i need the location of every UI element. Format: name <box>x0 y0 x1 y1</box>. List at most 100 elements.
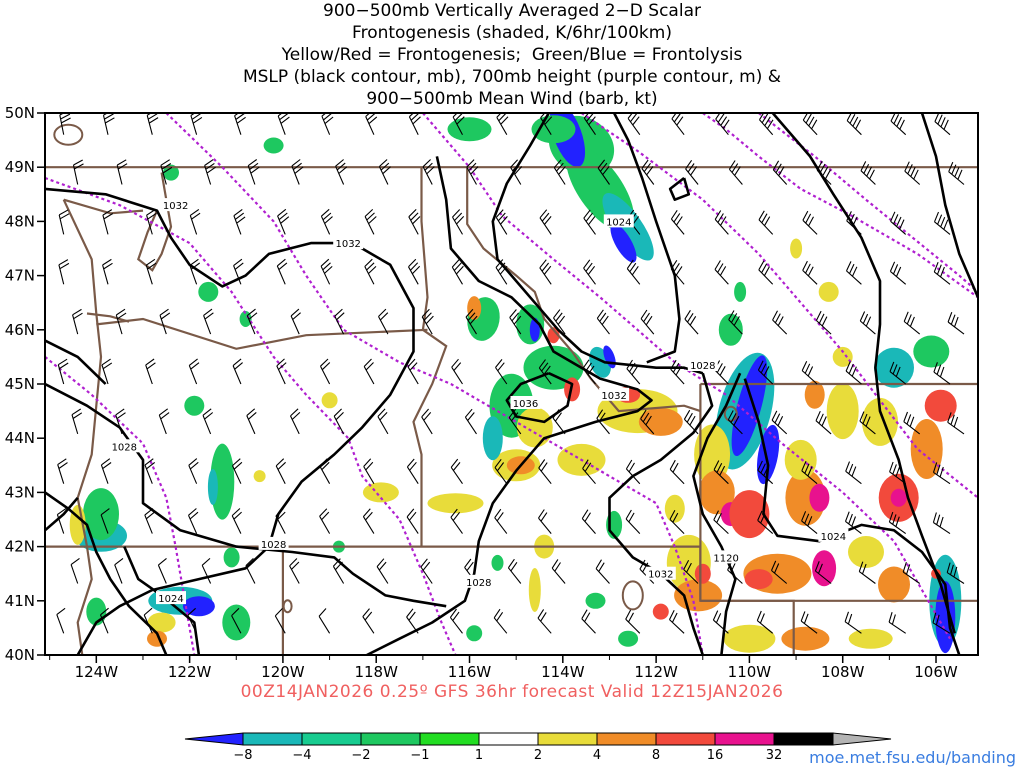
contour-label-bg <box>818 528 849 542</box>
wind-barb <box>770 560 788 584</box>
contour-label: 1120 <box>713 553 738 564</box>
wind-barb <box>728 310 743 335</box>
colorbar-label: −8 <box>233 748 252 763</box>
shading-blob <box>874 347 914 388</box>
lon-tick-label: 112W <box>634 663 678 681</box>
wind-barb <box>143 607 153 634</box>
shading-blob <box>263 137 284 154</box>
wind-barb <box>100 508 110 534</box>
shading-blob <box>223 547 240 568</box>
colorbar-label: 8 <box>652 748 660 763</box>
wind-barb <box>714 260 729 285</box>
wind-barb <box>494 458 508 485</box>
wind-barb <box>234 113 246 135</box>
wind-barb <box>596 309 610 335</box>
wind-barb <box>159 308 171 335</box>
wind-barb <box>933 362 951 385</box>
credit-link[interactable]: moe.met.fsu.edu/banding <box>809 748 1016 767</box>
wind-barb <box>157 557 167 584</box>
wind-barb <box>713 510 729 535</box>
wind-barb <box>889 261 907 285</box>
wind-barb <box>889 361 907 385</box>
lat-tick-label: 45N <box>5 375 35 393</box>
title-line-1: 900−500mb Vertically Averaged 2−D Scalar <box>323 1 701 21</box>
wind-barb <box>406 608 419 634</box>
wind-barb <box>771 410 788 435</box>
columbia-river <box>86 312 130 323</box>
wind-barb <box>71 408 83 435</box>
wind-barb <box>595 559 610 584</box>
contour-label-bg <box>603 214 634 228</box>
wind-barb <box>728 160 743 185</box>
wind-barb <box>56 508 67 534</box>
shading-blob <box>664 494 685 523</box>
wind-barb <box>583 209 596 235</box>
contour-label-bg <box>711 550 742 564</box>
wind-barb <box>581 609 596 634</box>
shading-blob <box>362 482 399 503</box>
contour-label: 1028 <box>261 540 286 551</box>
wind-barb <box>510 159 523 185</box>
wind-barb <box>277 208 290 235</box>
wind-barb <box>363 358 375 385</box>
wind-barb <box>231 508 242 534</box>
wind-barb <box>275 458 286 484</box>
wind-barb <box>903 411 921 435</box>
lon-tick-label: 114W <box>541 663 585 681</box>
height-contour <box>580 113 978 499</box>
wind-barb <box>408 258 421 285</box>
wind-barb <box>203 308 214 335</box>
wind-barb <box>406 458 419 484</box>
lat-tick-label: 41N <box>5 592 35 610</box>
wind-barb <box>190 113 203 135</box>
wind-barb <box>102 209 114 235</box>
wind-barb <box>685 159 699 185</box>
wind-barb <box>640 409 655 435</box>
wind-barb <box>246 308 258 335</box>
wind-barb <box>232 458 243 484</box>
wind-barb <box>233 208 246 235</box>
wind-barb <box>493 608 508 634</box>
wind-barb <box>904 161 921 185</box>
shading-blob <box>935 581 956 654</box>
wind-barb <box>539 209 552 235</box>
wind-barb <box>816 160 832 185</box>
shading-blob <box>610 223 637 263</box>
wind-barb <box>553 159 566 185</box>
wind-barb <box>333 408 345 435</box>
wind-barb <box>188 458 199 484</box>
wind-barb <box>802 113 818 136</box>
colorbar-left-arrow <box>184 732 244 746</box>
shading-blob <box>785 469 826 526</box>
wind-barb <box>715 113 730 136</box>
wind-barb <box>321 113 334 135</box>
wind-barb <box>320 208 333 235</box>
wind-barb <box>596 409 610 435</box>
wind-barb <box>846 261 862 285</box>
contour-label: 1032 <box>335 239 360 250</box>
colorbar-swatch <box>537 732 598 746</box>
shading-blob <box>848 628 893 649</box>
wind-barb <box>116 159 128 185</box>
wind-barb <box>115 408 126 435</box>
contour-label-bg <box>156 591 186 605</box>
lon-tick-label: 122W <box>168 663 212 681</box>
shading-blob <box>790 238 803 259</box>
wind-barb <box>70 557 80 584</box>
mslp-contour <box>45 339 107 385</box>
wind-barb <box>318 608 331 634</box>
wind-barb <box>670 209 685 235</box>
wind-barb <box>377 408 389 435</box>
wind-barb <box>507 558 522 584</box>
shading-blob <box>210 443 235 520</box>
colorbar-swatch <box>419 732 480 746</box>
shading-blob <box>729 490 770 539</box>
shading-blob <box>321 392 338 409</box>
shading-blob <box>809 483 830 512</box>
wind-barb <box>712 610 729 634</box>
colorbar-label: 2 <box>534 748 542 763</box>
wind-barb <box>625 509 641 534</box>
wind-barb <box>933 261 951 285</box>
shading-blob <box>723 624 776 653</box>
wind-barb <box>858 561 876 584</box>
